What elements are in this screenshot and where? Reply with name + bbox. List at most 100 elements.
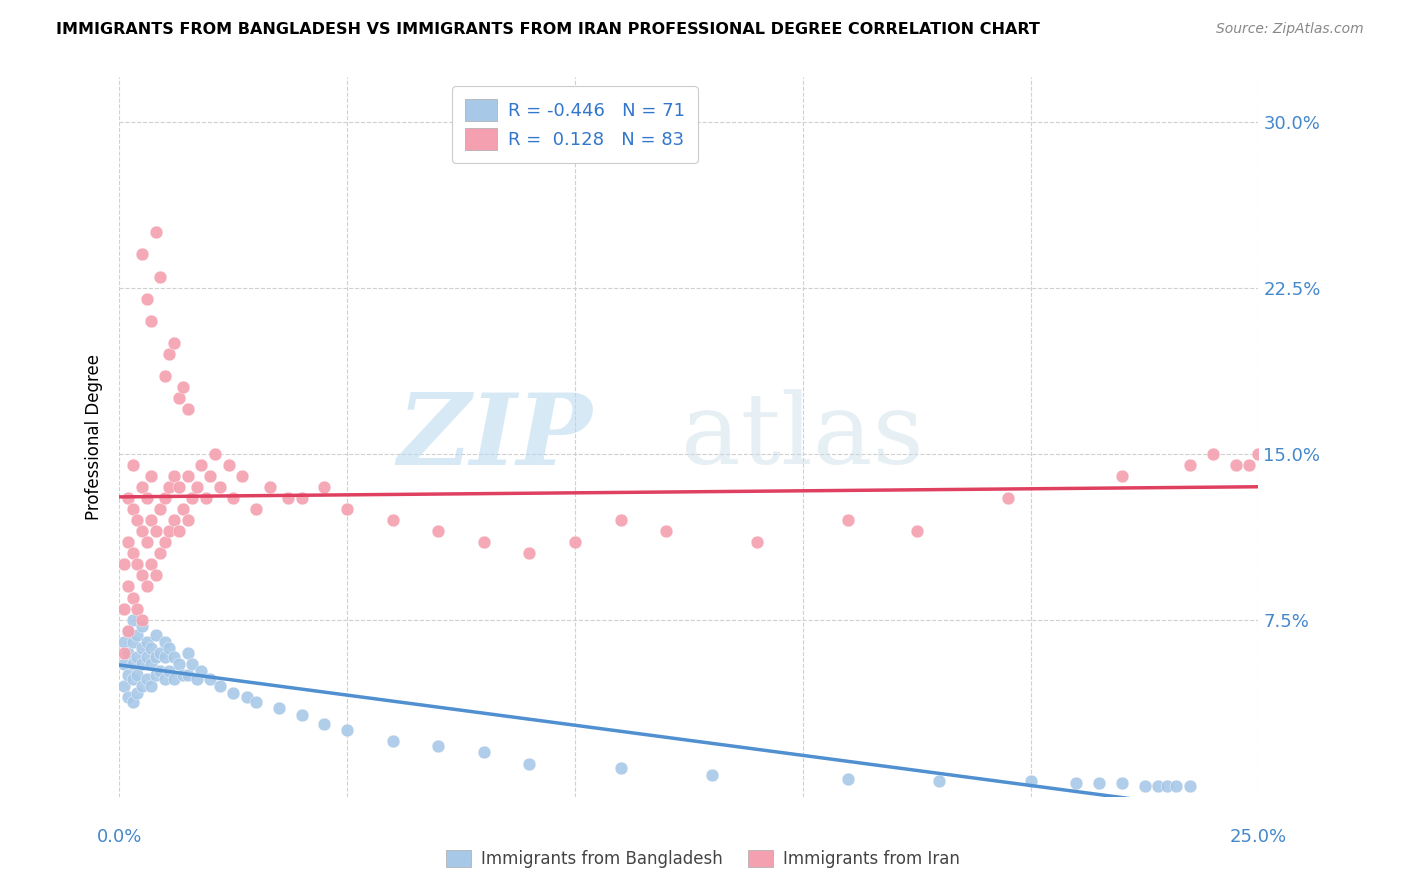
Point bbox=[141, 314, 163, 328]
Point bbox=[609, 513, 631, 527]
Point bbox=[1166, 779, 1188, 793]
Point bbox=[117, 624, 139, 638]
Point bbox=[135, 292, 157, 306]
Point bbox=[131, 480, 153, 494]
Point bbox=[314, 480, 336, 494]
Point bbox=[336, 723, 359, 738]
Point bbox=[141, 679, 163, 693]
Point bbox=[149, 646, 172, 660]
Point bbox=[145, 628, 167, 642]
Point bbox=[236, 690, 259, 705]
Point bbox=[519, 756, 541, 771]
Point bbox=[117, 690, 139, 705]
Point bbox=[427, 524, 450, 538]
Text: Source: ZipAtlas.com: Source: ZipAtlas.com bbox=[1216, 22, 1364, 37]
Point bbox=[277, 491, 299, 505]
Point bbox=[519, 546, 541, 560]
Point bbox=[117, 535, 139, 549]
Point bbox=[135, 535, 157, 549]
Text: atlas: atlas bbox=[682, 389, 924, 485]
Point bbox=[149, 269, 172, 284]
Point bbox=[122, 613, 145, 627]
Point bbox=[200, 673, 222, 687]
Point bbox=[122, 458, 145, 472]
Point bbox=[122, 546, 145, 560]
Point bbox=[472, 746, 495, 760]
Point bbox=[190, 458, 212, 472]
Point bbox=[153, 650, 176, 665]
Point bbox=[112, 635, 135, 649]
Point bbox=[176, 468, 198, 483]
Point bbox=[131, 657, 153, 671]
Point bbox=[135, 673, 157, 687]
Point bbox=[117, 491, 139, 505]
Point bbox=[131, 568, 153, 582]
Point bbox=[153, 369, 176, 384]
Point bbox=[145, 524, 167, 538]
Point bbox=[117, 579, 139, 593]
Point bbox=[1147, 779, 1170, 793]
Point bbox=[157, 664, 180, 678]
Point bbox=[149, 502, 172, 516]
Point bbox=[1019, 774, 1042, 789]
Point bbox=[131, 524, 153, 538]
Point bbox=[122, 635, 145, 649]
Point bbox=[186, 673, 208, 687]
Point bbox=[131, 247, 153, 261]
Point bbox=[381, 513, 404, 527]
Point bbox=[163, 336, 186, 351]
Point bbox=[176, 668, 198, 682]
Point bbox=[135, 579, 157, 593]
Point bbox=[153, 535, 176, 549]
Point bbox=[117, 624, 139, 638]
Point bbox=[1111, 776, 1133, 790]
Point bbox=[700, 767, 723, 781]
Point bbox=[131, 679, 153, 693]
Point bbox=[141, 468, 163, 483]
Point bbox=[167, 657, 190, 671]
Point bbox=[427, 739, 450, 753]
Point bbox=[149, 664, 172, 678]
Point bbox=[1111, 468, 1133, 483]
Point bbox=[172, 502, 194, 516]
Point bbox=[181, 657, 204, 671]
Point bbox=[112, 679, 135, 693]
Point bbox=[112, 601, 135, 615]
Point bbox=[131, 619, 153, 633]
Point bbox=[157, 347, 180, 361]
Point bbox=[1239, 458, 1261, 472]
Point bbox=[127, 650, 149, 665]
Y-axis label: Professional Degree: Professional Degree bbox=[86, 354, 103, 520]
Point bbox=[200, 468, 222, 483]
Point bbox=[747, 535, 769, 549]
Point bbox=[141, 657, 163, 671]
Point bbox=[122, 673, 145, 687]
Point bbox=[153, 635, 176, 649]
Point bbox=[141, 558, 163, 572]
Point bbox=[163, 650, 186, 665]
Point bbox=[172, 668, 194, 682]
Point bbox=[381, 734, 404, 748]
Point bbox=[172, 380, 194, 394]
Point bbox=[153, 673, 176, 687]
Point bbox=[122, 502, 145, 516]
Point bbox=[1088, 776, 1111, 790]
Point bbox=[290, 491, 312, 505]
Point bbox=[190, 664, 212, 678]
Point bbox=[127, 513, 149, 527]
Point bbox=[290, 707, 312, 722]
Point bbox=[112, 657, 135, 671]
Point bbox=[905, 524, 928, 538]
Point bbox=[218, 458, 240, 472]
Point bbox=[245, 694, 267, 708]
Point bbox=[1202, 447, 1225, 461]
Legend: R = -0.446   N = 71, R =  0.128   N = 83: R = -0.446 N = 71, R = 0.128 N = 83 bbox=[453, 87, 697, 163]
Point bbox=[245, 502, 267, 516]
Point bbox=[149, 546, 172, 560]
Point bbox=[163, 513, 186, 527]
Point bbox=[117, 646, 139, 660]
Point bbox=[1133, 779, 1156, 793]
Point bbox=[181, 491, 204, 505]
Point bbox=[141, 513, 163, 527]
Point bbox=[127, 558, 149, 572]
